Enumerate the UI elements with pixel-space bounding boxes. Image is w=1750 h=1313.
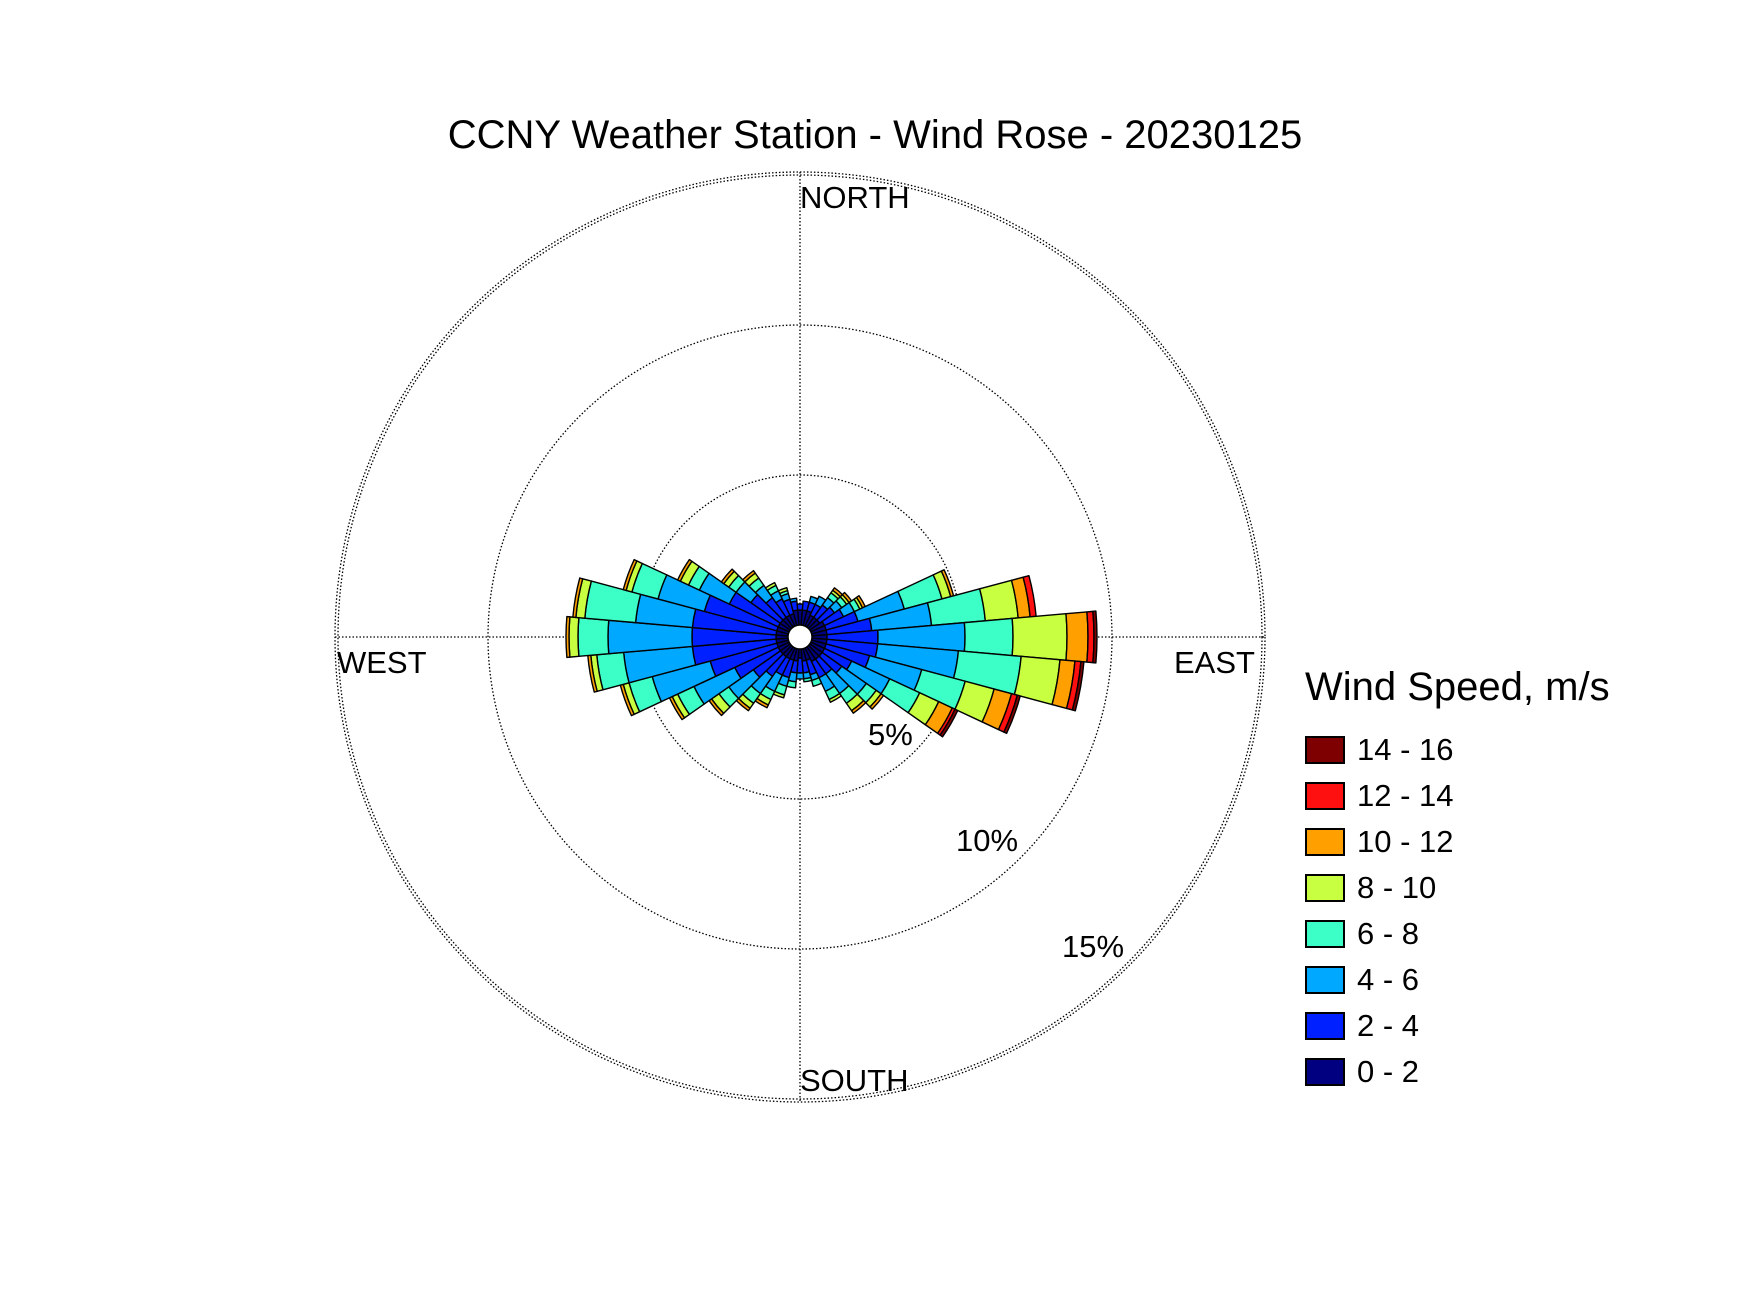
sector-300-bin-5	[676, 558, 693, 582]
sector-170-bin-3	[802, 676, 813, 683]
sector-140-bin-5	[850, 699, 867, 714]
sector-270-bin-3	[577, 616, 610, 658]
ring-label-5: 5%	[868, 717, 913, 752]
legend-swatch	[1305, 1012, 1345, 1040]
legend-swatch	[1305, 782, 1345, 810]
south-label: SOUTH	[800, 1063, 909, 1098]
sector-90-bin-4	[1011, 613, 1068, 661]
sector-150-bin-4	[828, 692, 842, 703]
legend-swatch	[1305, 966, 1345, 994]
legend-label: 14 - 16	[1357, 732, 1454, 767]
sector-160-bin-3	[810, 677, 823, 687]
legend-item: 4 - 6	[1305, 957, 1610, 1003]
legend-swatch	[1305, 828, 1345, 856]
sector-330-bin-4	[764, 581, 777, 592]
legend-label: 8 - 10	[1357, 870, 1437, 905]
legend: Wind Speed, m/s 14 - 16 12 - 14 10 - 12 …	[1305, 665, 1610, 1095]
sector-110-bin-7	[1003, 694, 1021, 735]
sector-130-bin-5	[869, 693, 885, 710]
legend-item: 0 - 2	[1305, 1049, 1610, 1095]
legend-label: 2 - 4	[1357, 1008, 1420, 1043]
wind-sectors	[565, 558, 1098, 738]
sector-310-bin-5	[720, 568, 735, 585]
west-label: WEST	[337, 645, 427, 680]
legend-item: 6 - 8	[1305, 911, 1610, 957]
calm-center-circle	[787, 624, 813, 650]
legend-label: 4 - 6	[1357, 962, 1420, 997]
sector-350-bin-2	[789, 597, 798, 603]
ring-label-10: 10%	[956, 823, 1019, 858]
legend-swatch	[1305, 920, 1345, 948]
legend-label: 0 - 2	[1357, 1054, 1420, 1089]
sector-100-bin-4	[1013, 655, 1061, 706]
legend-swatch	[1305, 874, 1345, 902]
legend-title: Wind Speed, m/s	[1305, 665, 1610, 709]
legend-item: 2 - 4	[1305, 1003, 1610, 1049]
sector-290-bin-5	[622, 558, 638, 592]
chart-title: CCNY Weather Station - Wind Rose - 20230…	[447, 113, 1303, 157]
north-label: NORTH	[800, 180, 910, 215]
legend-item: 8 - 10	[1305, 865, 1610, 911]
ring-label-15: 15%	[1062, 929, 1125, 964]
sector-90-bin-7	[1092, 610, 1098, 664]
sector-320-bin-5	[742, 569, 756, 583]
sector-90-bin-3	[963, 617, 1014, 657]
east-label: EAST	[1174, 645, 1255, 680]
sector-120-bin-7	[939, 708, 959, 738]
legend-swatch	[1305, 1058, 1345, 1086]
sector-270-bin-4	[568, 616, 580, 658]
sector-90-bin-5	[1065, 611, 1089, 663]
sector-100-bin-7	[1071, 660, 1085, 712]
legend-item: 12 - 14	[1305, 773, 1610, 819]
grid-ring-15	[337, 174, 1263, 1100]
legend-item: 14 - 16	[1305, 727, 1610, 773]
legend-label: 10 - 12	[1357, 824, 1454, 859]
legend-item: 10 - 12	[1305, 819, 1610, 865]
sector-280-bin-5	[572, 577, 584, 619]
legend-swatch	[1305, 736, 1345, 764]
sector-340-bin-4	[777, 587, 789, 595]
sector-270-bin-5	[565, 615, 571, 659]
legend-label: 6 - 8	[1357, 916, 1420, 951]
legend-label: 12 - 14	[1357, 778, 1454, 813]
polar-grid	[334, 171, 1266, 1103]
